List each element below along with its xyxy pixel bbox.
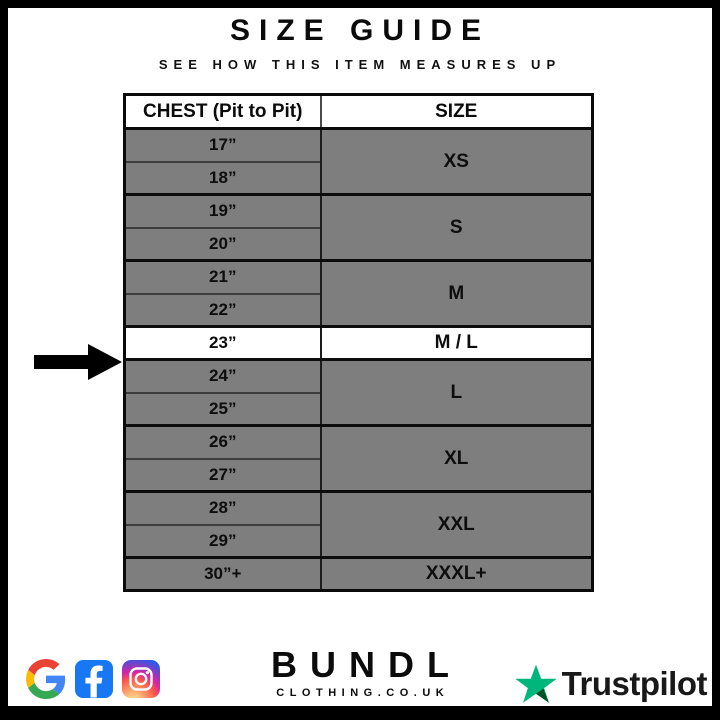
column-header-chest: CHEST (Pit to Pit) (124, 94, 321, 130)
brand-name: BUNDL (271, 644, 462, 685)
size-cell: S (319, 193, 593, 261)
google-icon (26, 659, 66, 699)
table-row: 19” S (124, 193, 593, 261)
chest-measurement-cell: 29” (124, 523, 321, 558)
size-table-body: 17” XS 18” 19” S 20” 21” M 22” 23” M / L 24” L 25” 26”… (124, 127, 593, 591)
table-row: 28” XXL (124, 490, 593, 558)
page-subtitle: SEE HOW THIS ITEM MEASURES UP (158, 57, 562, 72)
chest-measurement-cell: 19” (124, 193, 321, 228)
trustpilot-logo: Trustpilot (514, 662, 708, 706)
size-cell: XXL (319, 490, 593, 558)
chest-measurement-cell: 20” (124, 226, 321, 261)
chest-measurement-cell: 21” (124, 259, 321, 294)
brand-logo: BUNDL CLOTHING.CO.UK (0, 646, 720, 699)
table-row: 17” XS (124, 127, 593, 195)
size-table-container: CHEST (Pit to Pit) SIZE 17” XS 18” 19” S 20” 2… (123, 93, 594, 592)
table-row: 26” XL (124, 424, 593, 492)
column-header-size: SIZE (319, 94, 593, 130)
chest-measurement-cell: 22” (124, 292, 321, 327)
size-table: CHEST (Pit to Pit) SIZE 17” XS 18” 19” S 20” 2… (123, 93, 594, 592)
brand-domain: CLOTHING.CO.UK (276, 686, 450, 699)
page-title: SIZE GUIDE (229, 14, 491, 47)
size-cell: XS (319, 127, 593, 195)
size-cell: XXXL+ (319, 556, 593, 591)
table-row: 24” L (124, 358, 593, 426)
table-row: 18” (124, 160, 593, 195)
table-row: 29” (124, 523, 593, 558)
table-row: 23” M / L (124, 325, 593, 360)
social-icons (26, 659, 160, 699)
highlight-arrow-icon (34, 344, 122, 380)
trustpilot-star-icon (514, 664, 557, 703)
chest-measurement-cell: 23” (124, 325, 321, 360)
table-row: 27” (124, 457, 593, 492)
table-row: 25” (124, 391, 593, 426)
chest-measurement-cell: 17” (124, 127, 321, 162)
size-cell: XL (319, 424, 593, 492)
table-row: 21” M (124, 259, 593, 327)
table-row: 20” (124, 226, 593, 261)
facebook-icon (75, 660, 113, 698)
table-header-row: CHEST (Pit to Pit) SIZE (124, 94, 593, 130)
trustpilot-label: Trustpilot (561, 665, 708, 702)
chest-measurement-cell: 18” (124, 160, 321, 195)
table-row: 30”+ XXXL+ (124, 556, 593, 591)
chest-measurement-cell: 27” (124, 457, 321, 492)
chest-measurement-cell: 30”+ (124, 556, 321, 591)
size-cell: M (319, 259, 593, 327)
chest-measurement-cell: 28” (124, 490, 321, 525)
size-cell: L (319, 358, 593, 426)
instagram-icon (122, 660, 160, 698)
chest-measurement-cell: 24” (124, 358, 321, 393)
size-cell: M / L (319, 325, 593, 360)
table-row: 22” (124, 292, 593, 327)
chest-measurement-cell: 25” (124, 391, 321, 426)
chest-measurement-cell: 26” (124, 424, 321, 459)
